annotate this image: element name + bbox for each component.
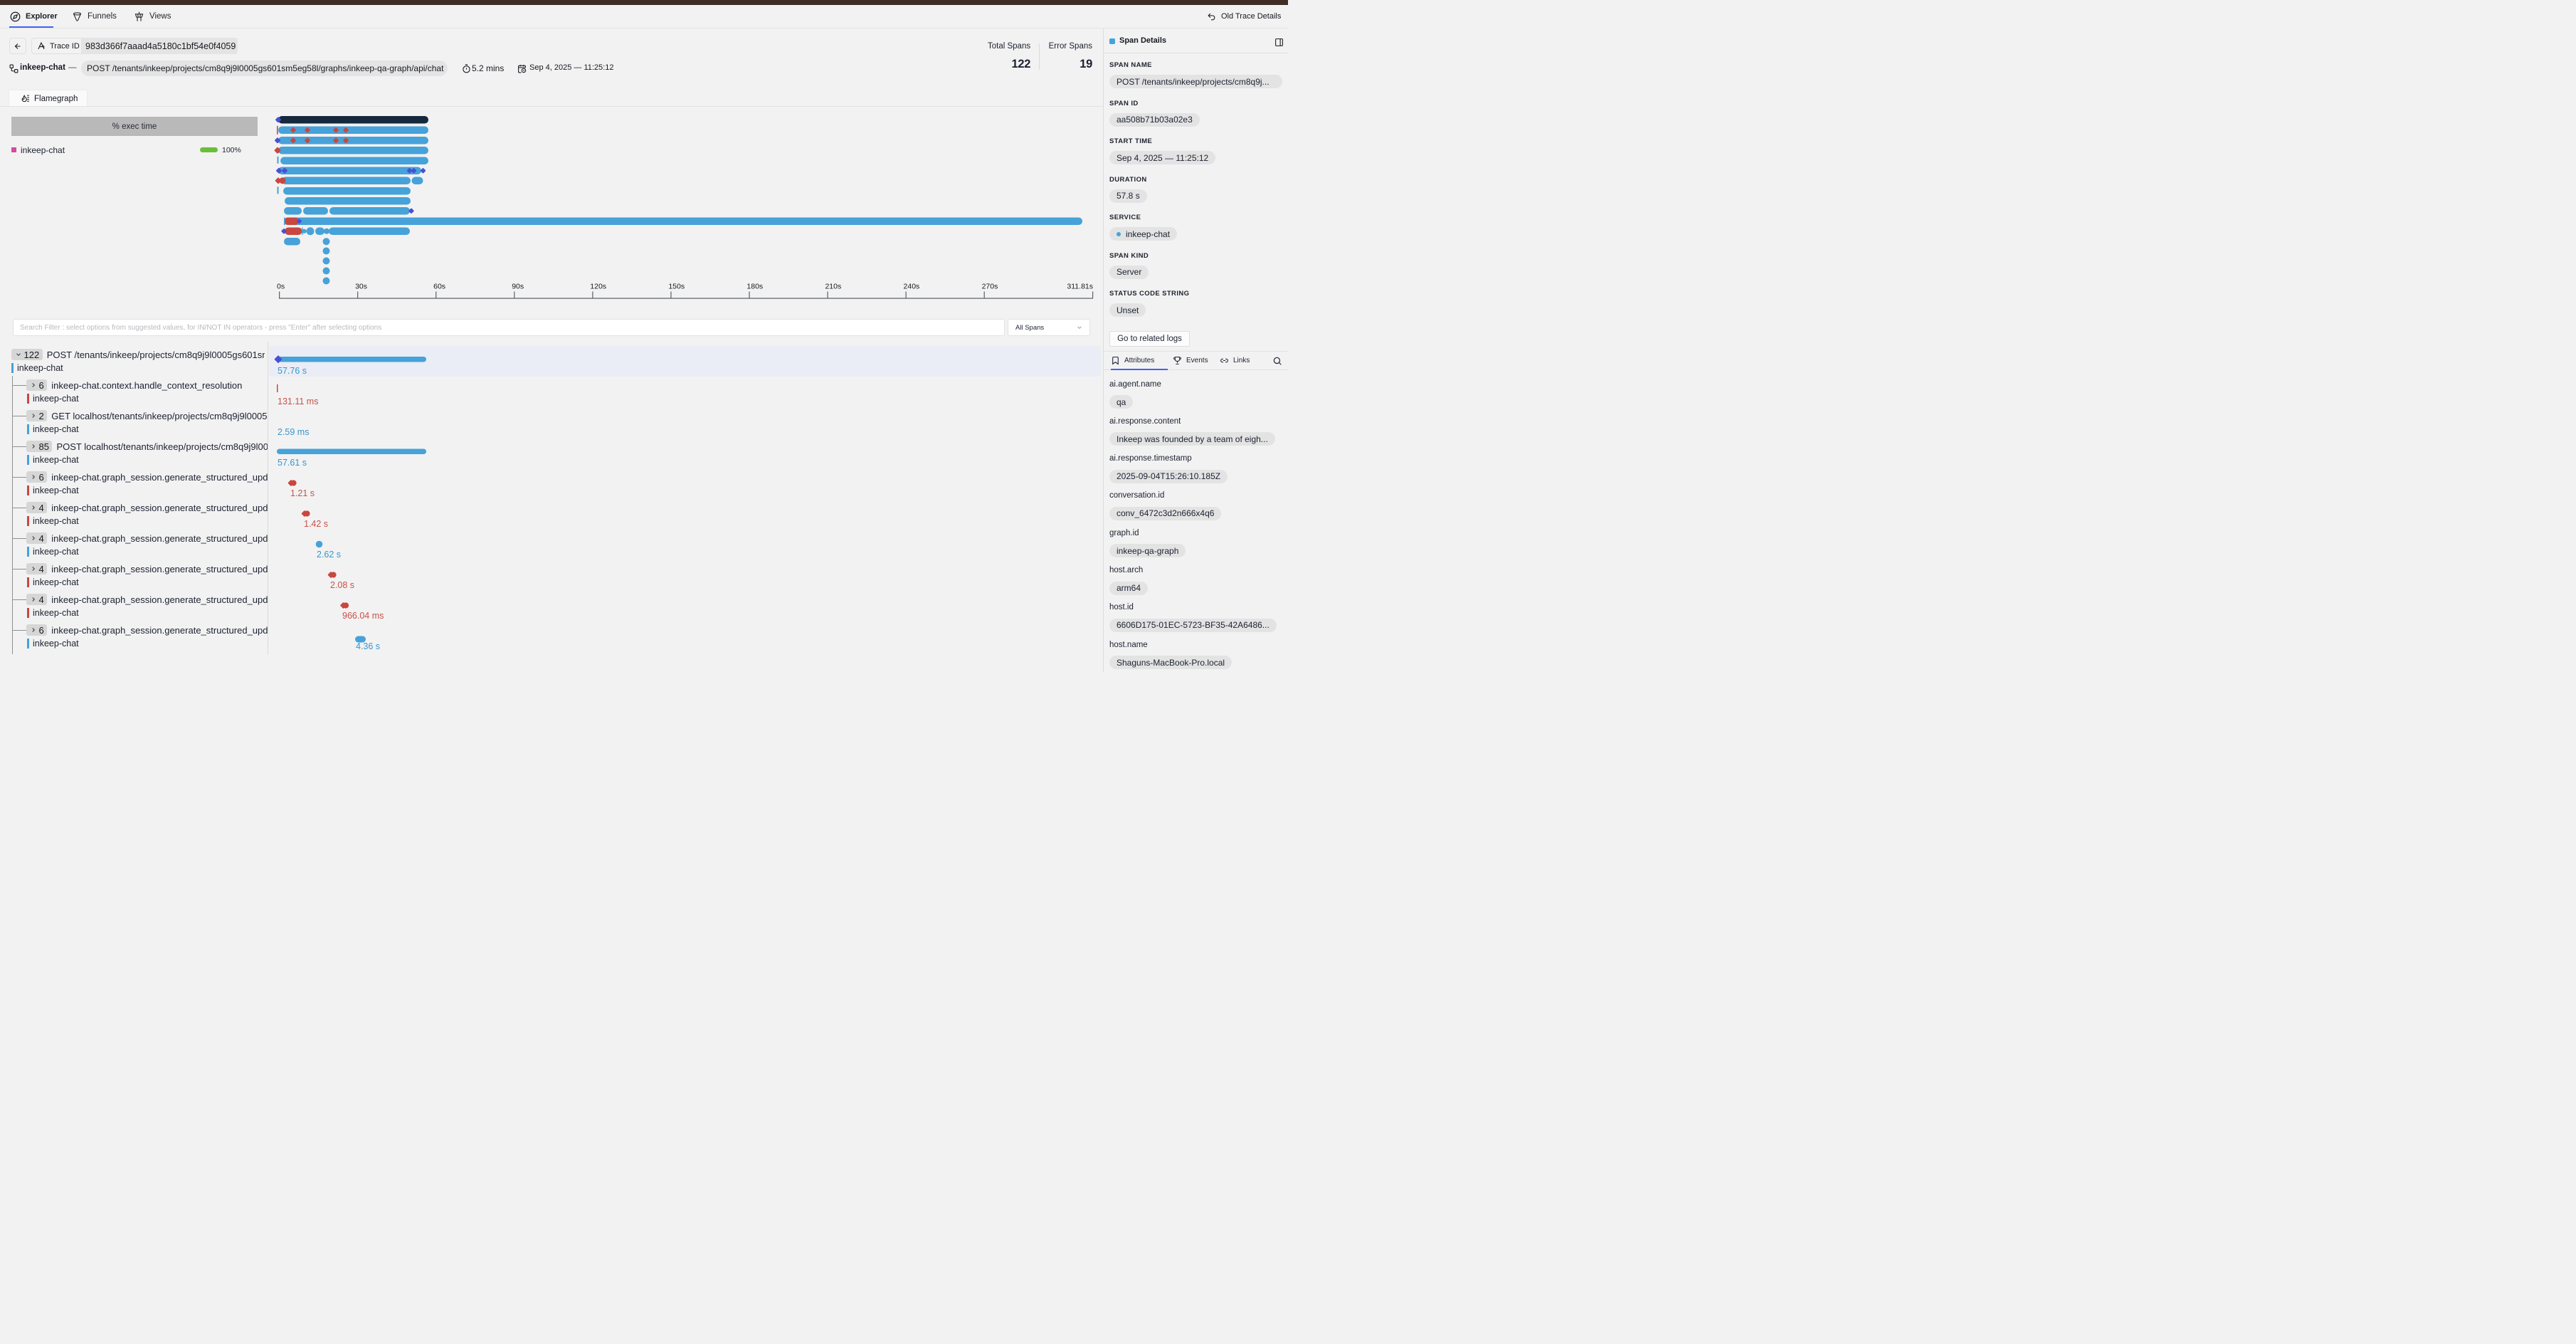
svg-text:90s: 90s bbox=[512, 283, 524, 291]
svg-text:270s: 270s bbox=[982, 283, 998, 291]
svg-text:120s: 120s bbox=[590, 283, 606, 291]
svg-text:210s: 210s bbox=[825, 283, 841, 291]
svg-text:311.81s: 311.81s bbox=[1067, 283, 1093, 291]
svg-text:60s: 60s bbox=[433, 283, 445, 291]
svg-text:180s: 180s bbox=[746, 283, 763, 291]
svg-text:0s: 0s bbox=[277, 283, 285, 291]
svg-text:240s: 240s bbox=[904, 283, 920, 291]
svg-text:30s: 30s bbox=[355, 283, 367, 291]
svg-text:150s: 150s bbox=[668, 283, 685, 291]
